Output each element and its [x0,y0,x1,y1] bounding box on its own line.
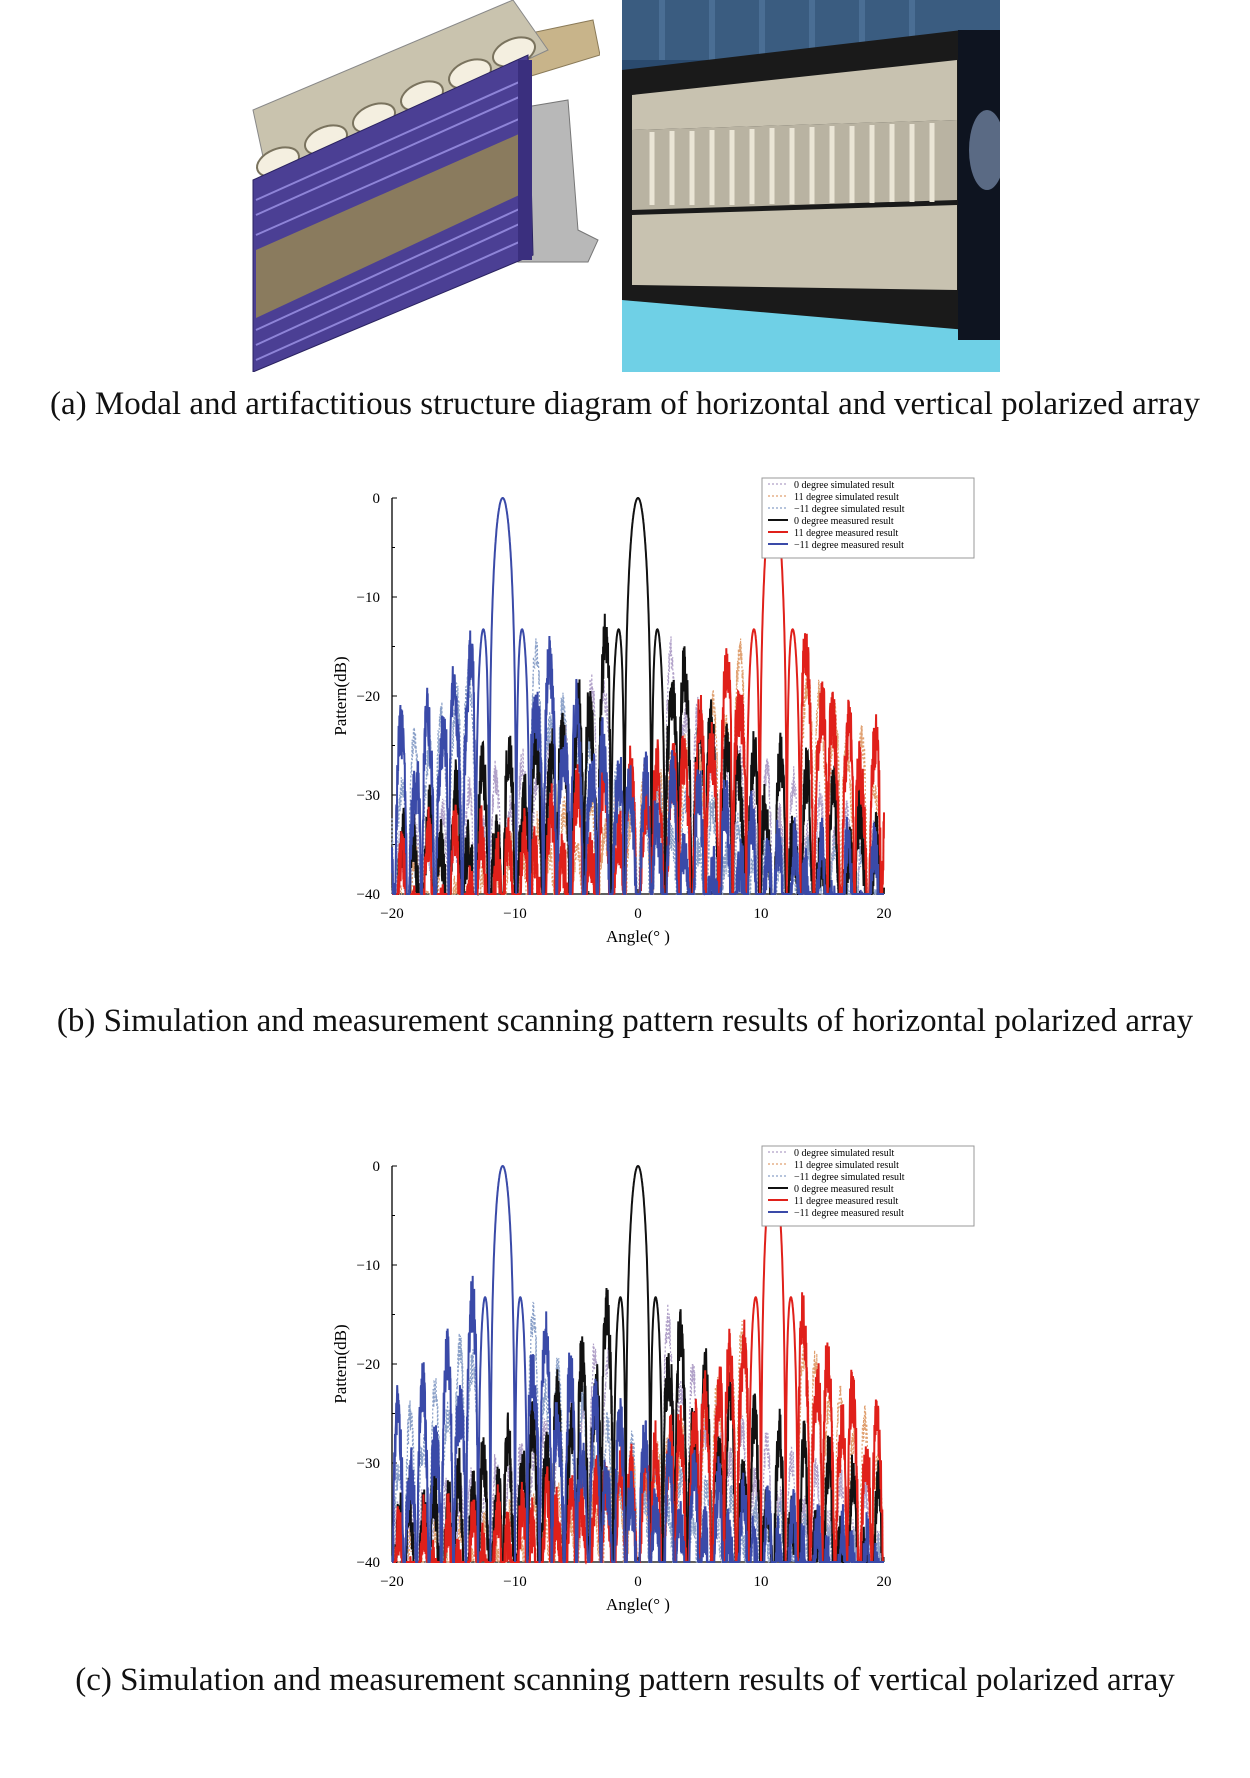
x-tick-label: 10 [754,1574,769,1590]
legend-box [761,477,975,559]
y-tick-label: −10 [357,1258,380,1274]
y-tick-label: −20 [357,689,380,705]
series-line-5 [391,1164,884,1563]
array-photo-image [622,0,1000,372]
y-axis-label: Pattern(dB) [331,656,350,735]
chart-horizontal-polarized: −20 −10 0 10 20 0 −10 −20 −30 −40 Angle(° ) Pattern… [0,470,1250,1110]
y-tick-label: −20 [357,1357,380,1373]
series-line-3 [392,1164,884,1563]
x-tick-label: 0 [634,906,642,922]
legend-label: 0 degree simulated result [794,1148,894,1159]
legend-box [761,1145,975,1227]
legend-label: 0 degree measured result [794,516,894,527]
x-tick-label: −10 [503,1574,526,1590]
y-tick-label: −30 [357,788,380,804]
legend-label: −11 degree measured result [794,540,904,551]
x-tick-label: −20 [380,906,403,922]
caption-c: (c) Simulation and measurement scanning … [75,1662,1175,1698]
y-tick-label: 0 [373,1159,381,1175]
x-axis-label: Angle(° ) [606,927,670,946]
legend-label: 11 degree measured result [794,1196,899,1207]
x-tick-label: 20 [877,906,892,922]
y-tick-label: −40 [357,887,380,903]
y-tick-label: −10 [357,590,380,606]
y-tick-label: 0 [373,491,381,507]
y-axis-label: Pattern(dB) [331,1324,350,1403]
array-cad-model-image [248,0,600,372]
pattern-chart-b: −20 −10 0 10 20 0 −10 −20 −30 −40 Angle(° ) Pattern… [331,477,975,946]
x-tick-label: 20 [877,1574,892,1590]
y-tick-label: −40 [357,1555,380,1571]
legend-label: 11 degree simulated result [794,492,899,503]
caption-a: (a) Modal and artifactitious structure d… [50,386,1200,422]
x-tick-label: 0 [634,1574,642,1590]
legend-label: −11 degree simulated result [794,504,905,515]
legend-label: 0 degree measured result [794,1184,894,1195]
legend-label: 0 degree simulated result [794,480,894,491]
series-line-5 [391,497,884,896]
x-tick-label: −10 [503,906,526,922]
chart-vertical-polarized: −20 −10 0 10 20 0 −10 −20 −30 −40 Angle(° ) Pattern… [0,1138,1250,1778]
pattern-chart-c: −20 −10 0 10 20 0 −10 −20 −30 −40 Angle(° ) Pattern… [331,1145,975,1614]
legend-label: −11 degree measured result [794,1208,904,1219]
caption-b: (b) Simulation and measurement scanning … [56,1003,1194,1039]
legend-label: −11 degree simulated result [794,1172,905,1183]
legend-label: 11 degree measured result [794,528,899,539]
x-axis-label: Angle(° ) [606,1595,670,1614]
x-tick-label: −20 [380,1574,403,1590]
x-tick-label: 10 [754,906,769,922]
legend-label: 11 degree simulated result [794,1160,899,1171]
y-tick-label: −30 [357,1456,380,1472]
